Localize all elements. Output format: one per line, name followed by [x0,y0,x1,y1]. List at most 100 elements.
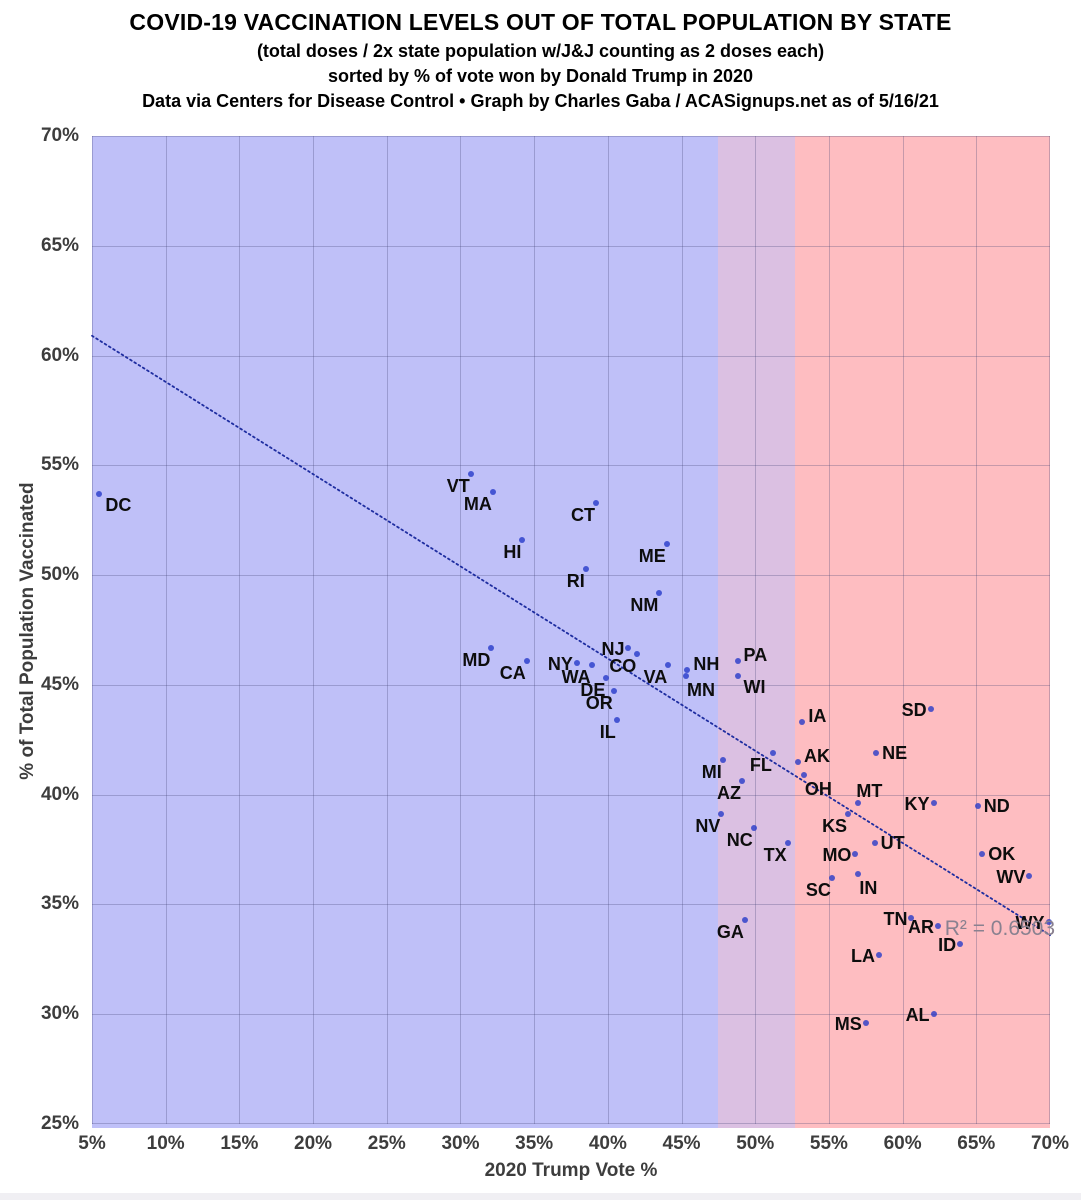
state-dot-CA [523,657,530,664]
state-dot-NJ [625,644,632,651]
chart-title: COVID-19 VACCINATION LEVELS OUT OF TOTAL… [129,9,952,35]
state-label-VA: VA [643,667,668,688]
state-label-NH: NH [693,653,720,674]
y-axis-tick-labels: 25% 30% 35% 40% 45% 50% 55% 60% 65% 70% [0,125,86,1134]
state-dot-OR [610,688,617,695]
state-label-AK: AK [803,745,830,766]
x-tick-label-45: 45% [662,1133,701,1154]
r-squared-label: R² = 0.6503 [944,916,1056,940]
y-tick-label-35: 35% [40,893,79,915]
state-dot-NE [873,749,880,756]
chart-source-line: Data via Centers for Disease Control • G… [142,91,939,111]
y-tick-label-70: 70% [40,125,79,146]
grid-line-horizontal [92,575,1050,577]
state-label-WA: WA [561,667,591,688]
state-dot-MA [489,488,496,495]
state-label-HI: HI [503,541,522,562]
grid-line-horizontal [92,465,1050,467]
red-states-band [795,136,1050,1128]
state-label-LA: LA [851,945,876,966]
state-dot-RI [582,565,589,572]
y-tick-label-50: 50% [40,564,79,586]
state-dot-ND [974,802,981,809]
state-dot-NM [656,589,663,596]
grid-line-horizontal [92,245,1050,247]
state-dot-UT [871,839,878,846]
state-label-MT: MT [856,781,883,802]
plot-area: DC VT MA CT HI ME RI NM MD NJ CO CA PA NY VA WA NH MN WI DE… [91,136,1055,1128]
grid-line-horizontal [92,1014,1050,1016]
state-label-ND: ND [983,795,1010,816]
state-dot-AZ [738,778,745,785]
state-label-NM: NM [630,594,659,615]
purple-states-band [718,136,795,1128]
grid-line-vertical [1049,136,1050,1124]
state-dot-SD [927,706,934,713]
state-label-CA: CA [499,662,526,683]
state-label-NV: NV [695,816,721,837]
state-dot-DE [603,675,610,682]
trend-line-layer [91,334,1051,937]
state-label-OH: OH [804,778,832,799]
y-tick-label-60: 60% [40,344,79,366]
x-tick-label-5: 5% [78,1133,106,1154]
state-dot-KS [845,811,852,818]
grid-line-vertical [681,136,683,1124]
state-label-KY: KY [904,794,930,815]
state-dot-ME [663,541,670,548]
state-label-SD: SD [901,700,927,721]
state-dot-WA [588,662,595,669]
state-dot-MS [862,1020,869,1026]
blue-states-band [92,136,719,1128]
state-dot-NH [684,666,691,673]
state-label-PA: PA [743,644,768,665]
grid-line-vertical [165,136,167,1124]
state-dot-KY [930,800,937,807]
state-dot-MO [852,850,859,857]
state-dot-FL [769,749,776,756]
trend-line [91,334,1051,937]
state-dot-PA [734,657,741,664]
state-label-MD: MD [462,649,491,670]
grid-line-vertical [607,136,609,1124]
state-dot-MT [855,800,862,807]
state-label-WV: WV [996,866,1026,887]
state-dot-CT [593,499,600,506]
x-tick-label-25: 25% [367,1133,406,1154]
state-label-VT: VT [446,476,470,497]
x-tick-label-50: 50% [736,1133,775,1154]
grid-line-vertical [92,136,93,1124]
state-label-AL: AL [905,1005,930,1026]
state-dot-TN [908,914,915,921]
x-tick-label-15: 15% [220,1133,259,1154]
state-label-DE: DE [580,680,606,701]
grid-line-vertical [313,136,315,1124]
grid-line-vertical [755,136,757,1124]
state-dot-AL [930,1011,937,1018]
grid-line-horizontal [92,1123,1050,1124]
state-dot-VA [665,662,672,669]
state-label-WI: WI [743,677,766,698]
state-label-RI: RI [566,570,585,591]
state-dot-SC [828,875,835,882]
state-label-MI: MI [701,761,722,782]
state-label-SC: SC [805,880,831,901]
state-label-KS: KS [822,816,848,837]
state-label-OR: OR [585,693,613,714]
state-label-FL: FL [749,754,772,775]
state-label-NJ: NJ [601,638,625,659]
grid-line-horizontal [92,355,1050,357]
state-dot-IA [799,719,806,726]
state-dot-VT [467,471,474,478]
state-label-GA: GA [716,921,744,942]
state-label-OK: OK [988,843,1016,864]
grid-line-horizontal [92,136,1050,137]
state-dot-MI [719,756,726,763]
grid-line-vertical [828,136,830,1124]
state-dot-OK [979,850,986,857]
state-label-MS: MS [834,1014,862,1034]
state-dot-WV [1026,872,1033,879]
state-label-AR: AR [907,917,934,938]
state-label-DC: DC [105,494,132,515]
x-tick-label-55: 55% [809,1133,848,1154]
